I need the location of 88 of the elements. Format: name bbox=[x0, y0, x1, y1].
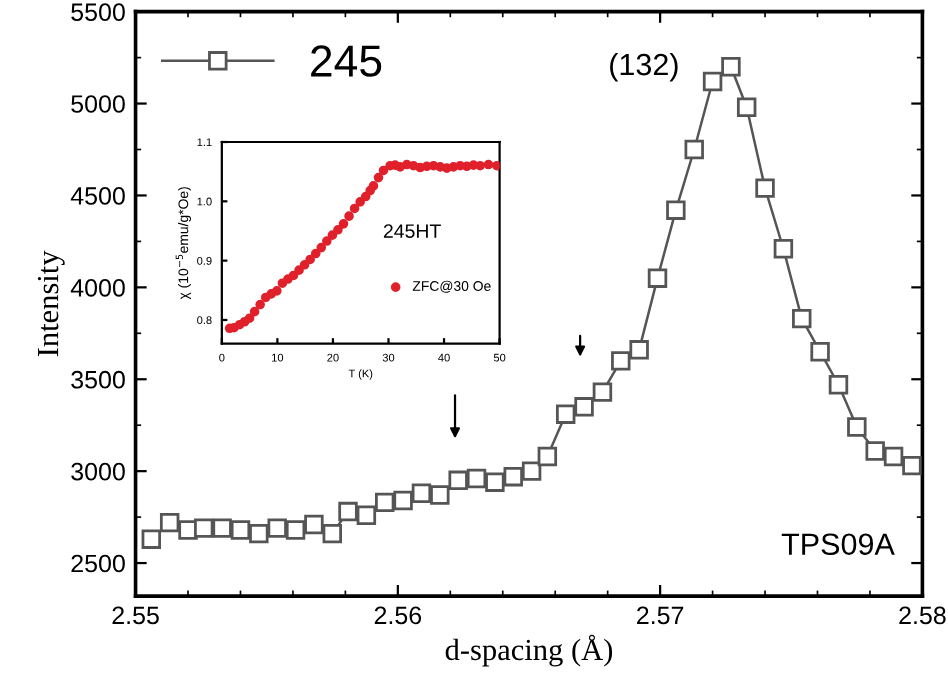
y-tick-label: 5000 bbox=[71, 95, 125, 113]
x-tick-label: 2.57 bbox=[637, 606, 684, 625]
point bbox=[492, 160, 500, 171]
point bbox=[285, 520, 306, 540]
point bbox=[368, 181, 379, 191]
point bbox=[755, 178, 775, 198]
annotation: (132) bbox=[610, 52, 678, 82]
point bbox=[430, 485, 450, 505]
point bbox=[327, 230, 338, 240]
point bbox=[294, 265, 304, 275]
point bbox=[666, 200, 686, 220]
point bbox=[249, 523, 269, 544]
point bbox=[435, 162, 445, 172]
point bbox=[393, 490, 413, 511]
point bbox=[485, 472, 505, 492]
point bbox=[212, 518, 232, 538]
legend-label: 245 bbox=[311, 45, 382, 77]
point bbox=[574, 397, 594, 417]
x-tick-label: 2.58 bbox=[899, 606, 946, 625]
point bbox=[338, 501, 358, 522]
point bbox=[141, 529, 162, 549]
point bbox=[537, 446, 558, 467]
point bbox=[411, 483, 432, 503]
x-axis-title: d-spacing (Å) bbox=[445, 634, 613, 667]
point bbox=[902, 455, 922, 476]
point bbox=[304, 514, 324, 535]
point bbox=[503, 466, 523, 487]
annotation: TPS09A bbox=[781, 533, 895, 556]
point bbox=[408, 160, 419, 171]
point bbox=[483, 159, 494, 170]
y-tick-label: 3000 bbox=[71, 462, 125, 481]
point bbox=[442, 163, 452, 173]
y-axis-title: Intensity bbox=[37, 250, 65, 357]
point bbox=[230, 520, 251, 540]
point bbox=[272, 286, 282, 296]
point bbox=[378, 165, 389, 176]
point bbox=[360, 191, 371, 202]
point bbox=[847, 417, 867, 437]
point bbox=[356, 505, 377, 525]
point bbox=[792, 308, 812, 329]
point bbox=[299, 260, 310, 270]
point bbox=[267, 518, 287, 538]
point bbox=[721, 57, 741, 77]
point bbox=[684, 139, 704, 160]
point bbox=[375, 492, 395, 513]
point bbox=[316, 242, 327, 253]
point bbox=[736, 97, 757, 117]
point bbox=[865, 441, 885, 461]
point bbox=[159, 512, 180, 533]
point bbox=[475, 160, 485, 171]
y-tick-label: 5500 bbox=[71, 3, 125, 21]
y-tick-label: 3500 bbox=[71, 370, 125, 389]
point bbox=[592, 382, 613, 402]
point bbox=[344, 211, 354, 221]
point bbox=[466, 468, 487, 489]
point bbox=[355, 197, 365, 207]
point bbox=[322, 236, 332, 246]
x-tick-label: 2.56 bbox=[374, 606, 422, 625]
annotation: 245HT bbox=[383, 224, 441, 238]
point bbox=[702, 71, 723, 92]
y-tick-label: 2500 bbox=[71, 554, 125, 573]
point bbox=[194, 518, 214, 538]
y-tick-label: 4000 bbox=[70, 278, 125, 297]
point bbox=[828, 375, 849, 395]
point bbox=[255, 299, 265, 310]
point bbox=[629, 340, 649, 360]
point bbox=[249, 306, 260, 317]
y-tick-label: 4500 bbox=[70, 187, 125, 205]
point bbox=[448, 470, 468, 491]
point bbox=[883, 446, 904, 467]
point bbox=[647, 268, 668, 288]
point bbox=[349, 203, 360, 214]
point bbox=[395, 162, 405, 172]
point bbox=[810, 341, 830, 362]
point bbox=[448, 162, 459, 172]
point bbox=[244, 313, 255, 323]
point bbox=[305, 254, 315, 265]
point bbox=[611, 351, 631, 371]
point bbox=[288, 270, 299, 281]
point bbox=[310, 248, 321, 259]
point bbox=[338, 219, 349, 229]
point bbox=[773, 239, 794, 259]
point bbox=[322, 523, 342, 544]
point bbox=[333, 225, 343, 235]
point bbox=[555, 404, 576, 424]
point bbox=[521, 461, 542, 481]
point bbox=[373, 172, 384, 183]
x-tick-label: 2.55 bbox=[112, 606, 159, 625]
